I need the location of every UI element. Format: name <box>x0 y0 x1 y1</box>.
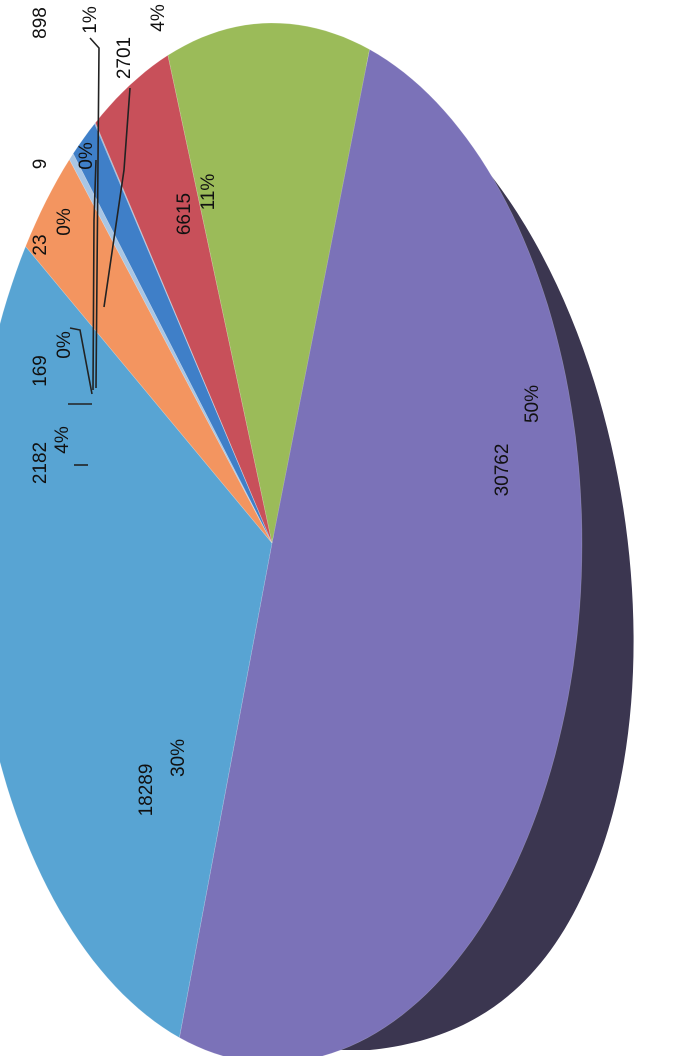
pie-slice-30762 <box>179 48 583 1056</box>
label-value-898: 898 <box>30 7 51 39</box>
label-percent-30762: 50% <box>522 385 543 423</box>
pie-slice-6615 <box>167 22 370 544</box>
label-percent-6615: 11% <box>198 174 219 211</box>
leader-line-0pct-b <box>92 159 97 391</box>
pie-slices <box>0 22 583 1056</box>
label-value-18289: 18289 <box>136 764 157 817</box>
label-value-6615: 6615 <box>174 193 195 235</box>
pie-slice-2701 <box>95 54 273 544</box>
label-percent-9: 0% <box>76 142 97 170</box>
label-value-23: 23 <box>30 234 51 255</box>
label-percent-2701: 4% <box>148 4 169 32</box>
leader-lines <box>68 37 131 466</box>
label-value-2701: 2701 <box>114 37 135 79</box>
label-value-30762: 30762 <box>492 444 513 497</box>
leader-line-1pct <box>89 37 100 389</box>
leader-line-0pct-a <box>69 327 93 395</box>
label-percent-23: 0% <box>54 208 75 236</box>
label-value-169: 169 <box>30 355 51 387</box>
label-percent-898: 1% <box>80 6 101 34</box>
label-percent-169: 0% <box>54 331 75 359</box>
pie-slice-2182 <box>25 158 273 544</box>
label-percent-2182: 4% <box>52 426 73 454</box>
leader-line-2701 <box>103 87 131 308</box>
pie-slice-169 <box>69 152 273 544</box>
label-percent-18289: 30% <box>168 739 189 777</box>
label-value-9: 9 <box>30 159 51 170</box>
pie-slice-18289 <box>0 245 273 1039</box>
label-value-2182: 2182 <box>30 442 51 484</box>
